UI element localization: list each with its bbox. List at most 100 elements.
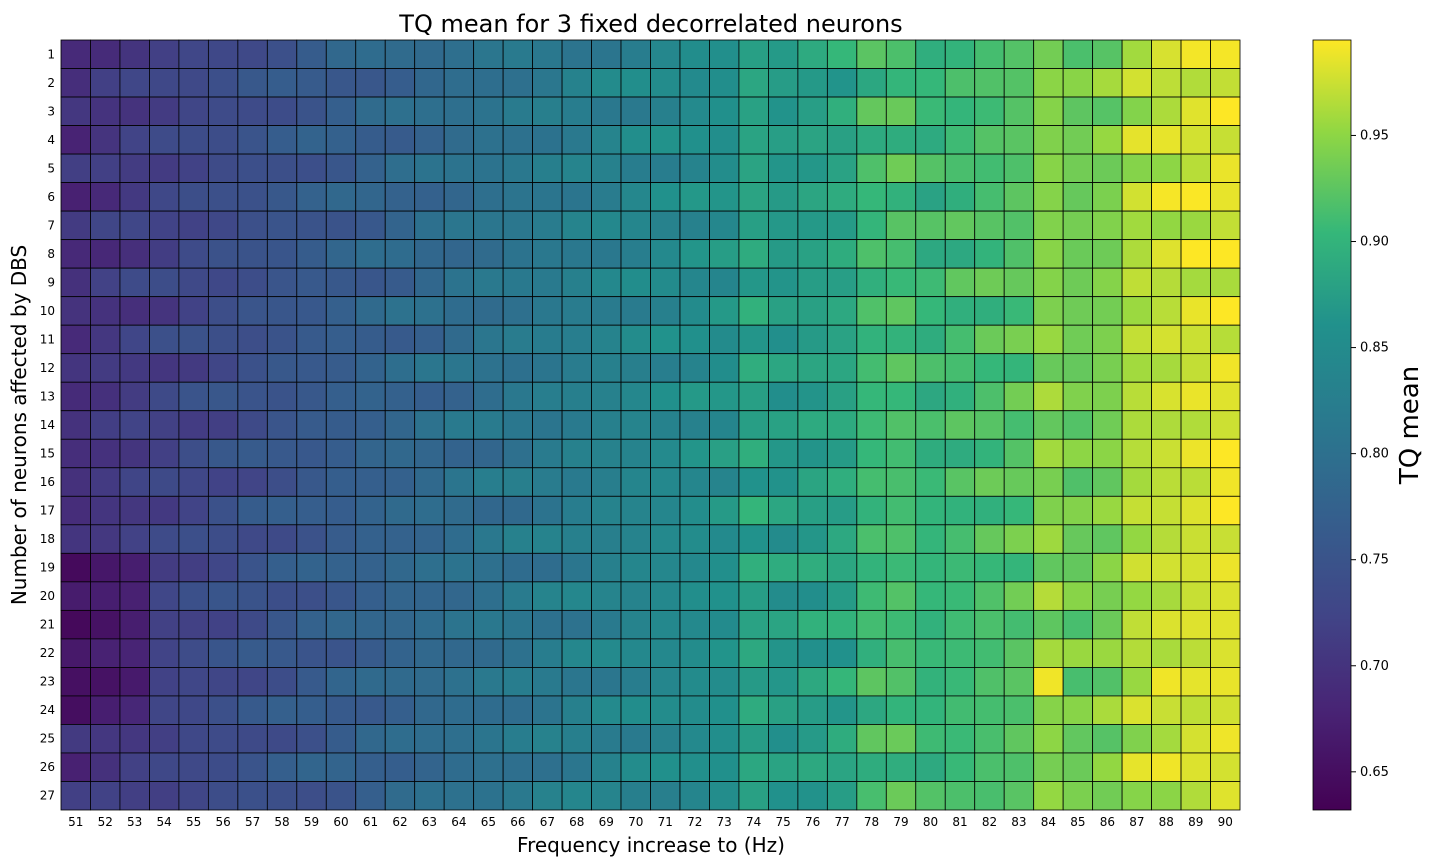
heatmap-cell: [1151, 724, 1182, 754]
heatmap-cell: [679, 182, 710, 212]
heatmap-cell: [561, 324, 592, 355]
heatmap-cell: [1151, 96, 1182, 126]
heatmap-cell: [679, 39, 710, 69]
heatmap-cell: [1121, 96, 1152, 126]
heatmap-cell: [473, 125, 504, 155]
heatmap-cell: [915, 667, 946, 697]
heatmap-cell: [207, 239, 239, 269]
heatmap-cell: [738, 524, 769, 554]
heatmap-cell: [885, 381, 917, 412]
heatmap-cell: [119, 752, 150, 782]
x-tick-label: 90: [1218, 815, 1233, 829]
heatmap-cell: [709, 296, 740, 326]
heatmap-cell: [119, 96, 150, 126]
heatmap-cell: [90, 609, 121, 640]
heatmap-cell: [325, 781, 357, 811]
heatmap-cell: [1180, 467, 1211, 497]
heatmap-cell: [650, 495, 681, 526]
heatmap-cell: [1062, 324, 1094, 355]
heatmap-cell: [856, 182, 887, 212]
heatmap-cell: [826, 410, 858, 440]
heatmap-cell: [1092, 68, 1123, 98]
heatmap-cell: [944, 438, 976, 469]
heatmap-cell: [502, 724, 534, 754]
heatmap-cell: [738, 296, 769, 326]
heatmap-cell: [1003, 581, 1035, 611]
heatmap-cell: [709, 609, 740, 640]
heatmap-cell: [1062, 609, 1094, 640]
heatmap-cell: [149, 381, 180, 412]
x-tick-label: 64: [451, 815, 466, 829]
heatmap-cell: [797, 638, 828, 668]
heatmap-cell: [856, 410, 887, 440]
heatmap-cell: [650, 724, 681, 754]
heatmap-cell: [768, 495, 799, 526]
y-axis-label: Number of neurons affected by DBS: [7, 245, 31, 605]
heatmap-cell: [944, 239, 976, 269]
heatmap-cell: [915, 381, 946, 412]
heatmap-cell: [1003, 495, 1035, 526]
heatmap-cell: [502, 781, 534, 811]
heatmap-cell: [443, 210, 475, 241]
heatmap-cell: [90, 467, 121, 497]
heatmap-cell: [856, 695, 887, 725]
heatmap-cell: [1180, 695, 1211, 725]
heatmap-cell: [178, 552, 209, 583]
heatmap-cell: [944, 68, 976, 98]
heatmap-cell: [738, 96, 769, 126]
y-tick-label: 3: [47, 104, 55, 118]
heatmap-cell: [679, 296, 710, 326]
heatmap-cell: [119, 125, 150, 155]
heatmap-cell: [355, 552, 386, 583]
heatmap-cell: [620, 724, 651, 754]
heatmap-cell: [768, 552, 799, 583]
heatmap-cell: [296, 752, 327, 782]
heatmap-cell: [856, 353, 887, 383]
heatmap-cell: [443, 724, 475, 754]
heatmap-cell: [384, 125, 416, 155]
heatmap-cell: [591, 752, 622, 782]
heatmap-cell: [178, 68, 209, 98]
heatmap-cell: [502, 552, 534, 583]
heatmap-cell: [944, 296, 976, 326]
heatmap-cell: [1033, 267, 1064, 298]
heatmap-cell: [944, 552, 976, 583]
heatmap-cell: [414, 609, 445, 640]
heatmap-cell: [738, 381, 769, 412]
heatmap-cell: [915, 752, 946, 782]
heatmap-cell: [473, 239, 504, 269]
heatmap-cell: [650, 182, 681, 212]
heatmap-cell: [384, 667, 416, 697]
heatmap-cell: [1210, 239, 1241, 269]
heatmap-cell: [679, 695, 710, 725]
heatmap-cell: [1151, 239, 1182, 269]
heatmap-cell: [620, 410, 651, 440]
heatmap-cell: [178, 781, 209, 811]
heatmap-cell: [384, 324, 416, 355]
heatmap-cell: [355, 324, 386, 355]
heatmap-cell: [325, 667, 357, 697]
heatmap-cell: [237, 39, 268, 69]
colorbar-ticks: 0.65 0.70 0.75 0.80 0.85 0.90 0.95: [1351, 128, 1389, 780]
heatmap-cell: [237, 267, 268, 298]
heatmap-cell: [325, 210, 357, 241]
heatmap-cell: [502, 581, 534, 611]
heatmap-cell: [1003, 695, 1035, 725]
heatmap-cell: [915, 210, 946, 241]
heatmap-cell: [296, 781, 327, 811]
heatmap-cell: [384, 524, 416, 554]
heatmap-cell: [679, 68, 710, 98]
heatmap-cell: [207, 581, 239, 611]
heatmap-cell: [826, 524, 858, 554]
heatmap-cell: [473, 68, 504, 98]
heatmap-cell: [1092, 667, 1123, 697]
heatmap-cell: [1121, 153, 1152, 183]
heatmap-cell: [1092, 724, 1123, 754]
heatmap-cell: [620, 552, 651, 583]
heatmap-cell: [296, 410, 327, 440]
heatmap-cell: [1092, 353, 1123, 383]
heatmap-cell: [1062, 39, 1094, 69]
heatmap-cell: [532, 638, 563, 668]
heatmap-cell: [679, 467, 710, 497]
heatmap-cell: [296, 239, 327, 269]
